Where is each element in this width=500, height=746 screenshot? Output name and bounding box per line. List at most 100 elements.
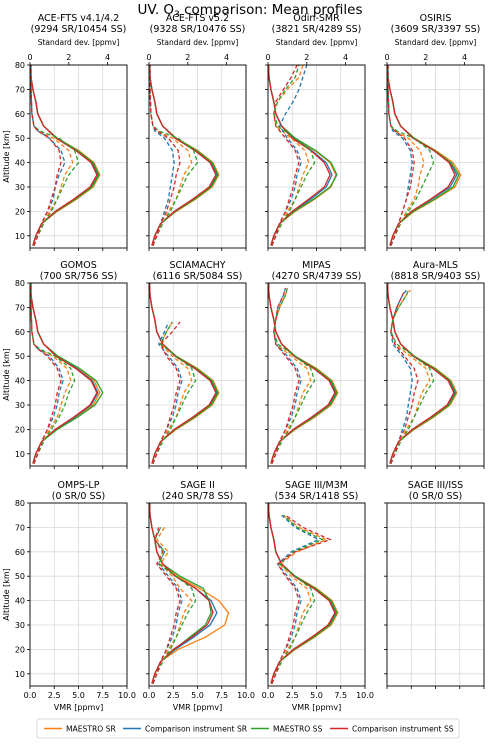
- panel-subtitle: (700 SR/756 SS): [40, 271, 118, 282]
- legend-label: Comparison instrument SR: [145, 725, 248, 734]
- mean-line-comparison-sr: [387, 65, 458, 246]
- std-line-maestro-ss: [30, 65, 80, 246]
- mean-line-comparison-ss: [30, 283, 98, 464]
- top-tick-label: 0: [384, 53, 389, 62]
- y-axis-label: Altitude [km]: [2, 348, 11, 400]
- panel-subtitle: (0 SR/0 SS): [52, 491, 105, 502]
- y-tick-label: 30: [15, 183, 25, 192]
- top-axis-label: Standard dev. [ppmv]: [38, 38, 120, 47]
- y-tick-label: 10: [15, 232, 25, 241]
- top-tick-label: 0: [27, 53, 32, 62]
- std-line-comparison-ss: [390, 290, 419, 464]
- x-tick-label: 0.0: [24, 691, 37, 700]
- panel-title: Aura-MLS: [413, 260, 458, 271]
- std-line-comparison-sr: [152, 321, 183, 464]
- mean-line-maestro-ss: [149, 65, 219, 246]
- x-tick-label: 10.0: [118, 691, 136, 700]
- panel-subtitle: (9294 SR/10454 SS): [31, 24, 127, 35]
- legend-label: Comparison instrument SS: [352, 725, 454, 734]
- std-line-comparison-ss: [30, 283, 62, 464]
- x-tick-label: 5.0: [72, 691, 85, 700]
- std-line-maestro-ss: [149, 65, 199, 246]
- mean-line-comparison-sr: [149, 283, 218, 464]
- std-line-comparison-sr: [149, 65, 175, 246]
- std-line-maestro-ss: [271, 65, 316, 246]
- x-axis-label: VMR [ppmv]: [173, 703, 222, 712]
- std-line-comparison-ss: [30, 65, 62, 246]
- top-axis-label: Standard dev. [ppmv]: [395, 38, 477, 47]
- mean-line-maestro-sr: [149, 503, 230, 684]
- std-line-maestro-ss: [271, 287, 316, 464]
- mean-line-maestro-ss: [268, 65, 338, 246]
- mean-line-comparison-ss: [268, 65, 331, 246]
- panel-title: OMPS-LP: [58, 480, 100, 491]
- y-tick-label: 80: [15, 61, 25, 70]
- y-tick-label: 70: [15, 303, 25, 312]
- std-line-maestro-ss: [152, 527, 197, 684]
- legend-box: [36, 718, 460, 739]
- y-tick-label: 20: [15, 645, 25, 654]
- y-tick-label: 80: [15, 499, 25, 508]
- y-tick-label: 40: [15, 597, 25, 606]
- std-line-maestro-sr: [30, 283, 72, 464]
- panel-subtitle: (240 SR/78 SS): [162, 491, 234, 502]
- y-tick-label: 50: [15, 572, 25, 581]
- panel-subtitle: (0 SR/0 SS): [409, 491, 462, 502]
- mean-line-maestro-ss: [387, 65, 460, 246]
- std-line-maestro-sr: [271, 65, 310, 246]
- std-line-comparison-ss: [152, 321, 181, 464]
- x-tick-label: 0.0: [143, 691, 156, 700]
- legend-label: MAESTRO SR: [66, 725, 116, 734]
- mean-line-comparison-ss: [387, 65, 456, 246]
- std-line-maestro-ss: [387, 65, 435, 246]
- std-line-maestro-ss: [152, 321, 197, 464]
- x-tick-label: 5.0: [191, 691, 204, 700]
- std-line-comparison-sr: [271, 287, 302, 464]
- y-tick-label: 80: [15, 279, 25, 288]
- std-line-comparison-ss: [271, 65, 300, 246]
- x-tick-label: 7.5: [96, 691, 109, 700]
- y-axis-label: Altitude [km]: [2, 130, 11, 182]
- std-line-maestro-sr: [390, 289, 431, 464]
- y-tick-label: 70: [15, 85, 25, 94]
- top-tick-label: 4: [462, 53, 467, 62]
- std-line-maestro-sr: [271, 514, 328, 684]
- std-line-maestro-sr: [152, 527, 193, 684]
- panel-title: ACE-FTS v4.1/4.2: [38, 13, 120, 24]
- panel-subtitle: (8818 SR/9403 SS): [391, 271, 481, 282]
- top-axis-label: Standard dev. [ppmv]: [276, 38, 358, 47]
- x-tick-label: 7.5: [215, 691, 228, 700]
- mean-line-maestro-sr: [387, 65, 462, 246]
- x-tick-label: 2.5: [167, 691, 180, 700]
- top-tick-label: 2: [304, 53, 309, 62]
- panel-subtitle: (3821 SR/4289 SS): [272, 24, 362, 35]
- y-tick-label: 60: [15, 110, 25, 119]
- panel-title: SAGE III/M3M: [285, 480, 348, 491]
- mean-line-comparison-ss: [149, 283, 217, 464]
- top-axis-label: Standard dev. [ppmv]: [157, 38, 239, 47]
- x-tick-label: 5.0: [310, 691, 323, 700]
- top-tick-label: 4: [224, 53, 229, 62]
- std-line-comparison-ss: [149, 65, 181, 246]
- panel-subtitle: (534 SR/1418 SS): [275, 491, 359, 502]
- mean-line-maestro-ss: [30, 65, 100, 246]
- top-tick-label: 2: [66, 53, 71, 62]
- std-line-maestro-sr: [30, 65, 74, 246]
- y-tick-label: 20: [15, 425, 25, 434]
- panel-title: GOMOS: [60, 260, 97, 271]
- figure-title: UV. O3 comparison: Mean profiles: [137, 2, 363, 20]
- mean-line-comparison-sr: [149, 65, 218, 246]
- mean-line-maestro-sr: [30, 283, 101, 464]
- x-axis-label: VMR [ppmv]: [54, 703, 103, 712]
- panel-title: ACE-FTS v5.2: [166, 13, 229, 24]
- std-line-maestro-ss: [390, 290, 435, 464]
- mean-line-maestro-ss: [149, 283, 219, 464]
- y-tick-label: 10: [15, 450, 25, 459]
- std-line-comparison-ss: [271, 287, 300, 464]
- y-tick-label: 10: [15, 670, 25, 679]
- y-tick-label: 60: [15, 548, 25, 557]
- mean-line-maestro-sr: [149, 65, 220, 246]
- y-tick-label: 50: [15, 352, 25, 361]
